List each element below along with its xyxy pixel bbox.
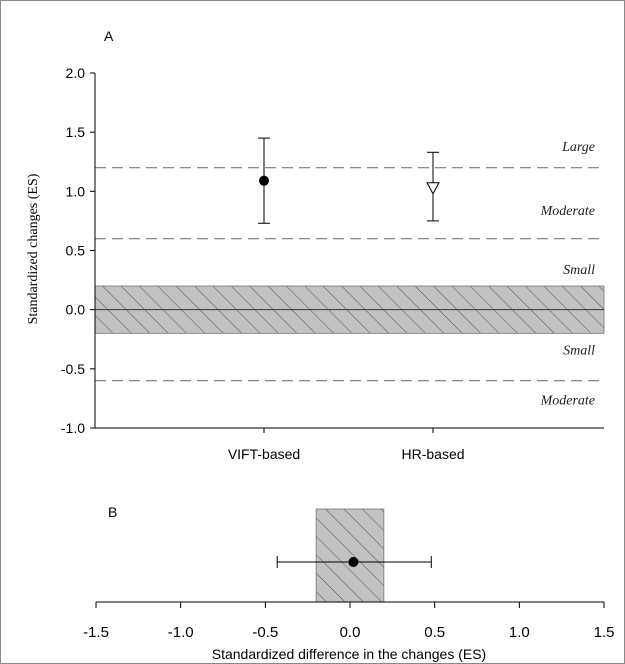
x-tick-label-b-3: 0.0 [340,624,361,641]
y-tick-label-4: 1.0 [66,183,86,199]
x-tick-label-b-2: -0.5 [252,624,278,641]
y-tick-label-6: 2.0 [66,65,86,81]
y-tick-label-3: 0.5 [66,243,86,259]
data-point-b [348,557,359,567]
panel-a-ylabel: Standardized changes (ES) [26,173,41,324]
x-category-label-0: VIFT-based [228,446,300,462]
region-label-3: Small [563,344,595,359]
panel-b-xlabel: Standardized difference in the changes (… [212,646,486,662]
region-label-2: Small [563,263,595,278]
x-tick-label-b-0: -1.5 [83,624,109,641]
trivial-band-b [315,508,385,603]
y-tick-label-5: 1.5 [66,124,86,140]
data-point-1 [426,182,440,195]
x-tick-label-b-6: 1.5 [594,624,615,641]
data-point-0 [259,175,269,186]
region-label-1: Moderate [540,204,595,219]
x-tick-label-b-4: 0.5 [424,624,445,641]
region-label-4: Moderate [540,393,595,408]
y-tick-label-0: -1.0 [61,420,85,436]
y-tick-label-1: -0.5 [61,361,85,377]
x-tick-label-b-5: 1.0 [509,624,530,641]
x-tick-label-b-1: -1.0 [168,624,194,641]
panel-b-label: B [108,504,117,520]
x-category-label-1: HR-based [401,446,464,462]
panel-a-label: A [104,28,114,44]
panel-b: -1.5 -1.0 -0.5 0.0 0.5 1.0 1.5 [83,508,615,641]
panel-a: Large Moderate Small Small Moderate -1.0 -0.5 0… [61,65,605,462]
y-tick-label-2: 0.0 [66,302,86,318]
region-label-0: Large [561,140,595,155]
